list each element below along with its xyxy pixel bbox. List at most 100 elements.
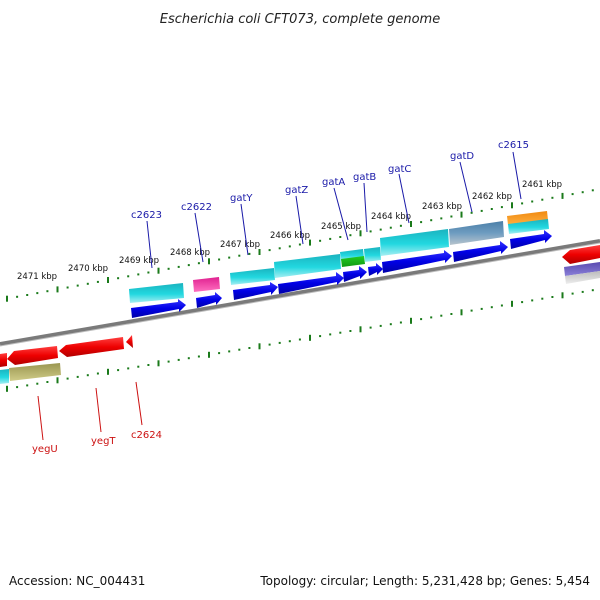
gene-feature[interactable] <box>564 262 600 276</box>
ruler-minor-tick <box>36 382 39 385</box>
gene-c2622-feature[interactable] <box>193 277 220 292</box>
gene-arrow-icon[interactable] <box>0 353 7 367</box>
gene-feature[interactable] <box>9 363 61 381</box>
ruler-minor-tick <box>268 249 271 252</box>
gene-label-c2623[interactable]: c2623 <box>131 210 162 221</box>
ruler-minor-tick <box>218 258 221 261</box>
ruler-minor-tick <box>500 206 503 209</box>
ruler-major-tick <box>107 368 109 375</box>
accession-text: Accession: NC_004431 <box>9 574 146 588</box>
gene-c2623-feature[interactable] <box>129 283 184 303</box>
ruler-minor-tick <box>470 211 473 214</box>
gene-gatB-feature[interactable] <box>364 247 381 262</box>
ruler-minor-tick <box>440 217 443 220</box>
ruler-label: 2465 kbp <box>321 222 361 232</box>
gene-arrow-icon[interactable] <box>131 299 186 318</box>
gene-label-yegU[interactable]: yegU <box>32 444 58 455</box>
gene-label-yegT[interactable]: yegT <box>91 436 116 447</box>
gene-label-c2615[interactable]: c2615 <box>498 140 529 151</box>
ruler-minor-tick <box>167 360 170 363</box>
ruler-minor-tick <box>581 290 584 293</box>
gene-gatC-feature[interactable] <box>380 229 449 256</box>
gene-label-gatD[interactable]: gatD <box>450 151 474 162</box>
ruler-minor-tick <box>26 384 29 387</box>
ruler-label: 2471 kbp <box>17 272 57 282</box>
ruler-minor-tick <box>288 245 291 248</box>
ruler-minor-tick <box>490 208 493 210</box>
gene-arrow-icon[interactable] <box>368 263 383 276</box>
ruler-major-tick <box>157 267 160 274</box>
ruler-minor-tick <box>430 316 433 319</box>
ruler-minor-tick <box>339 331 342 334</box>
ruler-major-tick <box>410 317 412 324</box>
ruler-minor-tick <box>268 343 271 346</box>
ruler-minor-tick <box>450 313 453 315</box>
ruler-major-tick <box>561 292 564 299</box>
gene-label-c2622[interactable]: c2622 <box>181 202 212 213</box>
ruler-major-tick <box>107 277 109 283</box>
gene-arrow-icon[interactable] <box>453 241 508 262</box>
gene-c2615-feature[interactable] <box>507 211 548 225</box>
gene-label-gatB[interactable]: gatB <box>353 172 376 183</box>
gene-arrow-icon[interactable] <box>126 335 133 348</box>
ruler-major-tick <box>309 334 311 341</box>
gene-labels: c2623 c2622 gatY gatZ gatA gatB gatC gat… <box>32 140 529 455</box>
ruler-minor-tick <box>591 189 594 192</box>
ruler-major-tick <box>157 360 160 367</box>
gene-arrow-icon[interactable] <box>196 292 222 308</box>
gene-feature[interactable] <box>0 369 9 384</box>
ruler-label: 2466 kbp <box>270 231 310 241</box>
ruler-minor-tick <box>86 282 89 285</box>
ruler-minor-tick <box>36 292 39 295</box>
ruler-label: 2467 kbp <box>220 240 260 250</box>
ruler-minor-tick <box>197 355 200 358</box>
gene-label-c2624[interactable]: c2624 <box>131 430 162 441</box>
ruler-minor-tick <box>369 326 372 329</box>
gene-label-gatC[interactable]: gatC <box>388 164 411 175</box>
gene-gatZ-feature[interactable] <box>274 254 341 278</box>
ruler-minor-tick <box>420 221 423 224</box>
gene-gatD-feature[interactable] <box>449 221 504 245</box>
ruler-minor-tick <box>117 277 120 280</box>
ruler-major-tick <box>6 295 8 302</box>
ruler-major-tick <box>359 326 362 333</box>
gene-label-gatA[interactable]: gatA <box>322 177 345 188</box>
gene-gatY-feature[interactable] <box>230 268 275 285</box>
gene-arrow-icon[interactable] <box>510 230 552 249</box>
gene-arrow-icon[interactable] <box>562 245 600 264</box>
ruler-minor-tick <box>319 239 322 242</box>
ruler-minor-tick <box>571 292 574 295</box>
ruler-minor-tick <box>531 299 534 302</box>
ruler-minor-tick <box>490 306 493 309</box>
ruler-major-tick <box>6 385 8 392</box>
forward-outer-lane <box>129 211 549 303</box>
gene-label-gatY[interactable]: gatY <box>230 193 253 204</box>
ruler-major-tick <box>511 300 513 307</box>
ruler-minor-tick <box>177 358 180 361</box>
ruler-minor-tick <box>399 321 402 324</box>
ruler-lower <box>6 289 594 392</box>
ruler-label: 2470 kbp <box>68 264 108 274</box>
reverse-outer-lane <box>0 262 600 384</box>
ruler-major-tick <box>258 249 261 255</box>
ruler-major-tick <box>56 377 59 384</box>
gene-arrow-icon[interactable] <box>59 337 124 357</box>
ruler-major-tick <box>258 343 261 350</box>
gene-label-gatZ[interactable]: gatZ <box>285 185 308 196</box>
ruler-label: 2462 kbp <box>472 192 512 202</box>
gene-arrow-icon[interactable] <box>233 282 278 300</box>
ruler-labels: 2471 kbp 2470 kbp 2469 kbp 2468 kbp 2467… <box>17 180 562 282</box>
ruler-minor-tick <box>379 324 382 327</box>
gene-arrow-icon[interactable] <box>343 266 367 282</box>
gene-arrow-icon[interactable] <box>278 272 344 294</box>
gene-label-leaders <box>37 151 522 441</box>
gene-arrow-icon[interactable] <box>382 250 452 273</box>
ruler-minor-tick <box>248 252 251 255</box>
ruler-major-tick <box>208 258 210 265</box>
ruler-minor-tick <box>389 226 392 229</box>
ruler-minor-tick <box>46 381 49 383</box>
ruler-minor-tick <box>339 236 342 238</box>
gene-arrow-icon[interactable] <box>7 346 58 365</box>
ruler-minor-tick <box>349 234 352 237</box>
